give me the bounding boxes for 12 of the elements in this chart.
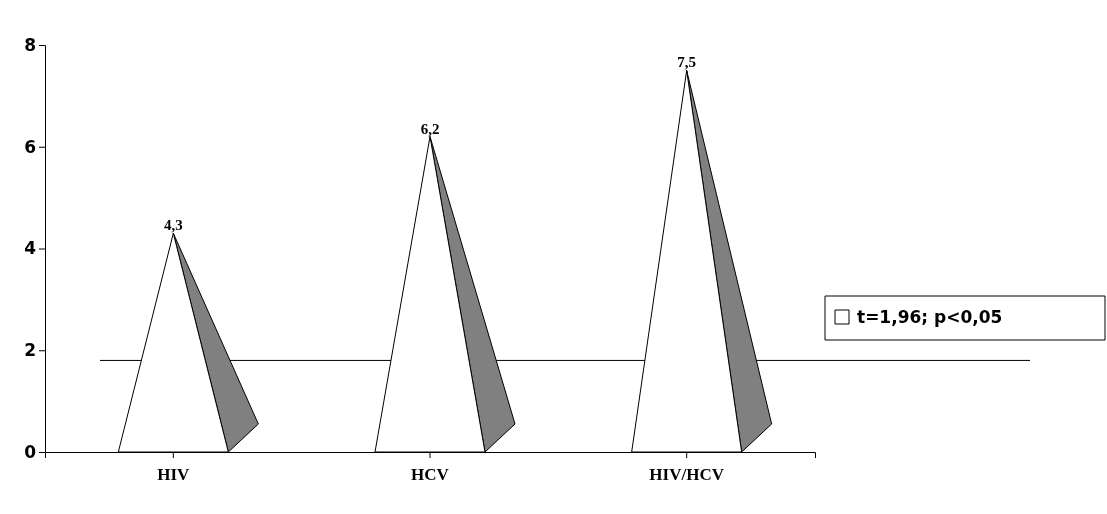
- y-tick-label: 0: [24, 441, 37, 462]
- text: t=1,96; p<0,05: [857, 307, 1003, 327]
- data-label: 7,5: [677, 54, 697, 71]
- data-label: 6,2: [420, 120, 440, 137]
- x-tick-label: HIV: [157, 464, 191, 484]
- x-tick-label: HIV/HCV: [649, 464, 725, 484]
- y-tick-label: 2: [24, 340, 36, 361]
- y-tick-label: 6: [24, 136, 36, 157]
- data-label: 4,3: [163, 217, 183, 234]
- y-tick-label: 4: [24, 238, 37, 259]
- x-tick-label: HCV: [411, 464, 450, 484]
- y-tick-label: 8: [24, 34, 36, 55]
